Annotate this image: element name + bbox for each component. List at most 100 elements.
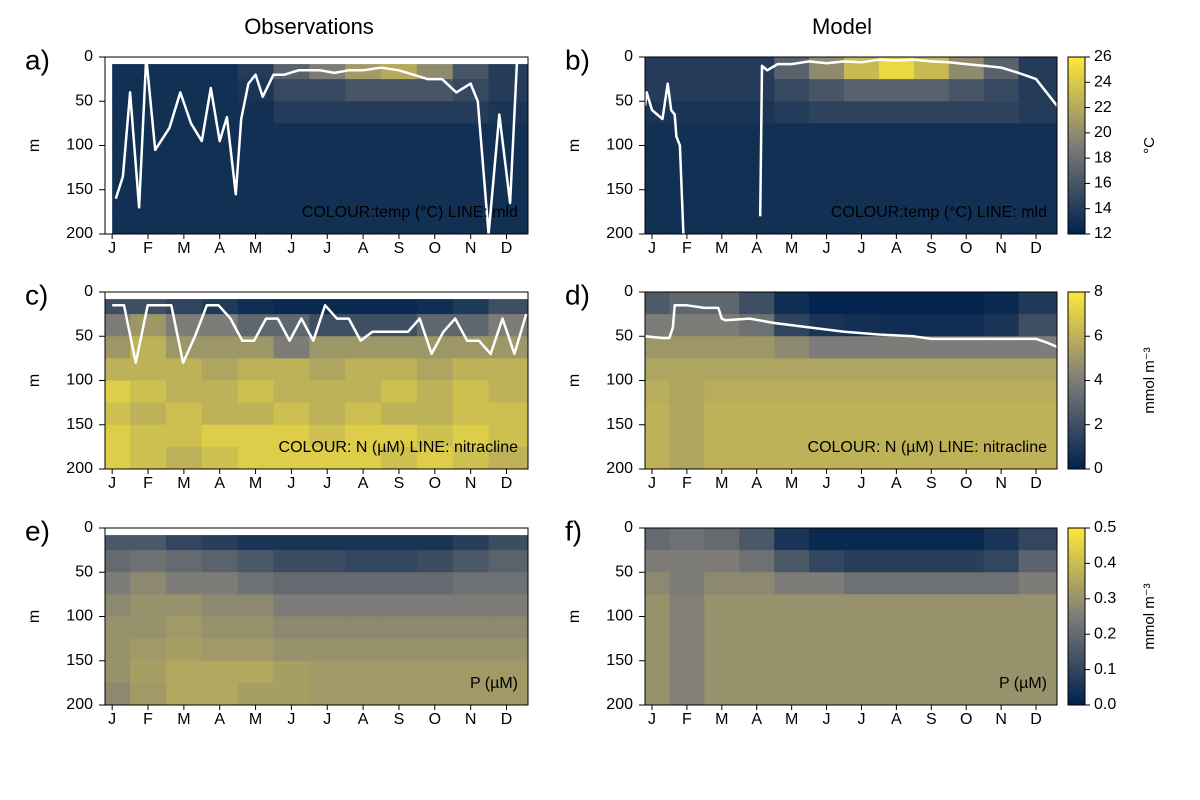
x-tick-label: J: [823, 711, 831, 728]
heat-cell: [381, 682, 418, 706]
heat-cell: [913, 380, 950, 404]
heat-cell: [345, 446, 382, 470]
heat-cell: [452, 101, 490, 124]
heat-cell: [345, 380, 382, 404]
heat-cell: [948, 189, 985, 213]
heat-cell: [1018, 79, 1058, 102]
y-tick-label: 100: [606, 608, 633, 625]
heat-cell: [1018, 638, 1058, 662]
x-tick-label: J: [287, 240, 295, 257]
heat-cell: [345, 535, 382, 551]
heat-cell: [913, 550, 950, 573]
heat-cell: [774, 292, 810, 315]
x-tick-label: N: [995, 240, 1007, 257]
heat-cell: [645, 682, 670, 706]
heat-cell: [645, 292, 670, 315]
x-tick-label: F: [143, 240, 153, 257]
x-tick-label: J: [857, 711, 865, 728]
heat-cell: [739, 616, 775, 640]
heat-cell: [165, 402, 203, 426]
x-tick-label: J: [108, 240, 116, 257]
heat-cell: [983, 528, 1020, 551]
heat-cell: [416, 189, 454, 213]
heat-cell: [809, 402, 845, 426]
y-tick-label: 100: [606, 137, 633, 154]
heat-cell: [237, 211, 274, 235]
heat-cell: [345, 79, 382, 102]
heat-cell: [165, 550, 203, 573]
heat-cell: [201, 682, 239, 706]
heat-cell: [948, 402, 985, 426]
heat-cell: [1018, 189, 1058, 213]
heat-cell: [739, 402, 775, 426]
heat-cell: [739, 638, 775, 662]
x-tick-label: D: [1030, 711, 1042, 728]
heat-cell: [948, 358, 985, 381]
heat-cell: [488, 211, 529, 235]
heat-cell: [983, 682, 1020, 706]
heat-cell: [844, 292, 880, 315]
heat-cell: [165, 660, 203, 684]
heat-cell: [913, 594, 950, 617]
heat-cell: [452, 145, 490, 169]
annotation: P (µM): [999, 675, 1047, 692]
heat-cell: [913, 402, 950, 426]
y-tick-label: 150: [66, 652, 93, 669]
heat-cell: [774, 682, 810, 706]
heat-cell: [669, 572, 705, 595]
profile-line: [114, 57, 519, 234]
heat-cell: [201, 572, 239, 595]
x-tick-label: J: [287, 711, 295, 728]
x-tick-label: M: [177, 711, 190, 728]
y-tick-label: 0: [624, 283, 633, 300]
x-tick-label: M: [249, 711, 262, 728]
heat-cell: [645, 314, 670, 337]
column-title: Observations: [244, 14, 374, 39]
heat-cell: [488, 145, 529, 169]
heat-cell: [130, 535, 167, 551]
y-tick-label: 200: [606, 696, 633, 713]
heat-cell: [488, 358, 529, 381]
heat-cell: [273, 380, 310, 404]
heat-cell: [130, 380, 167, 404]
heat-cell: [774, 380, 810, 404]
panel-label: c): [25, 279, 48, 310]
heat-cell: [237, 380, 274, 404]
heat-cell: [948, 424, 985, 448]
heat-cell: [645, 380, 670, 404]
heat-cell: [983, 572, 1020, 595]
heat-cell: [381, 572, 418, 595]
x-tick-label: S: [926, 475, 937, 492]
heat-cell: [105, 314, 131, 337]
y-axis-label: m: [26, 610, 43, 623]
heat-cell: [237, 594, 274, 617]
x-tick-label: A: [358, 240, 369, 257]
heat-cell: [948, 145, 985, 169]
heat-cell: [309, 123, 346, 146]
heat-cell: [309, 572, 346, 595]
y-axis-label: m: [566, 610, 583, 623]
panel: 0 50 100 150 200 J F M A M J J A S O N De) m P (µM): [25, 515, 529, 728]
heat-cell: [948, 292, 985, 315]
y-tick-label: 0: [84, 283, 93, 300]
heat-cell: [948, 616, 985, 640]
heat-cell: [488, 189, 529, 213]
heat-cell: [452, 616, 490, 640]
heat-cell: [983, 189, 1020, 213]
heat-cell: [809, 616, 845, 640]
heat-cell: [345, 638, 382, 662]
heat-cell: [809, 638, 845, 662]
heat-cell: [105, 550, 131, 573]
heat-cell: [416, 550, 454, 573]
heat-cell: [1018, 594, 1058, 617]
heat-cell: [381, 101, 418, 124]
heat-cell: [878, 424, 915, 448]
heat-cell: [345, 616, 382, 640]
column-title: Model: [812, 14, 872, 39]
heat-cell: [913, 189, 950, 213]
heat-cell: [844, 336, 880, 359]
heat-cell: [130, 145, 167, 169]
heat-cell: [809, 572, 845, 595]
heat-cell: [809, 189, 845, 213]
x-tick-label: D: [501, 240, 513, 257]
